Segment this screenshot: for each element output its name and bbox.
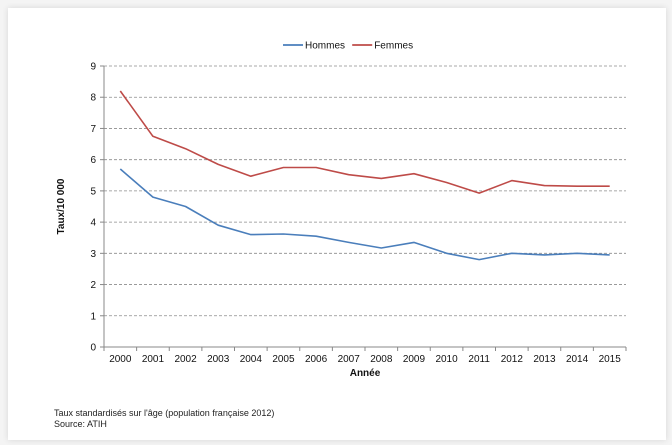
x-tick-label-2004: 2004 (240, 354, 263, 365)
y-axis-title: Taux/10 000 (56, 178, 67, 234)
x-tick-label-2014: 2014 (566, 354, 589, 365)
y-tick-label-6: 6 (90, 155, 96, 166)
x-tick-label-2001: 2001 (142, 354, 165, 365)
y-tick-label-8: 8 (90, 93, 96, 104)
y-tick-label-2: 2 (90, 280, 96, 291)
x-tick-label-2010: 2010 (435, 354, 458, 365)
x-tick-label-2009: 2009 (403, 354, 426, 365)
y-tick-label-5: 5 (90, 186, 96, 197)
grid-lines (104, 65, 626, 317)
legend-label-hommes: Hommes (305, 41, 345, 52)
x-tick-labels: 2000 2001 2002 2003 2004 2005 2006 2007 2008 2009… (109, 354, 621, 365)
note-source: Source: ATIH (54, 419, 107, 429)
x-tick-label-2015: 2015 (599, 354, 622, 365)
x-tick-label-2007: 2007 (338, 354, 361, 365)
x-tick-label-2013: 2013 (533, 354, 556, 365)
x-tick-label-2002: 2002 (174, 354, 197, 365)
series-lines (119, 90, 610, 261)
y-tick-label-3: 3 (90, 249, 96, 260)
y-tick-label-9: 9 (90, 62, 96, 73)
x-tick-label-2008: 2008 (370, 354, 393, 365)
x-tick-label-2012: 2012 (501, 354, 524, 365)
series-line-femmes (119, 90, 610, 194)
axes (100, 65, 627, 351)
x-tick-label-2005: 2005 (272, 354, 295, 365)
x-axis-title: Année (350, 368, 381, 379)
chart-notes: Taux standardisés sur l'âge (population … (54, 408, 274, 430)
y-tick-label-4: 4 (90, 218, 96, 229)
y-tick-label-1: 1 (90, 311, 96, 322)
x-tick-label-2006: 2006 (305, 354, 328, 365)
y-tick-labels: 0 1 2 3 4 5 6 7 8 9 (90, 62, 96, 354)
legend: Hommes Femmes (283, 41, 413, 52)
x-tick-label-2011: 2011 (468, 354, 490, 365)
note-standardization: Taux standardisés sur l'âge (population … (54, 408, 275, 418)
legend-label-femmes: Femmes (374, 41, 413, 52)
series-line-hommes (119, 168, 610, 261)
y-tick-label-7: 7 (90, 124, 96, 135)
x-tick-label-2000: 2000 (109, 354, 132, 365)
y-tick-label-0: 0 (90, 343, 96, 354)
x-tick-label-2003: 2003 (207, 354, 230, 365)
